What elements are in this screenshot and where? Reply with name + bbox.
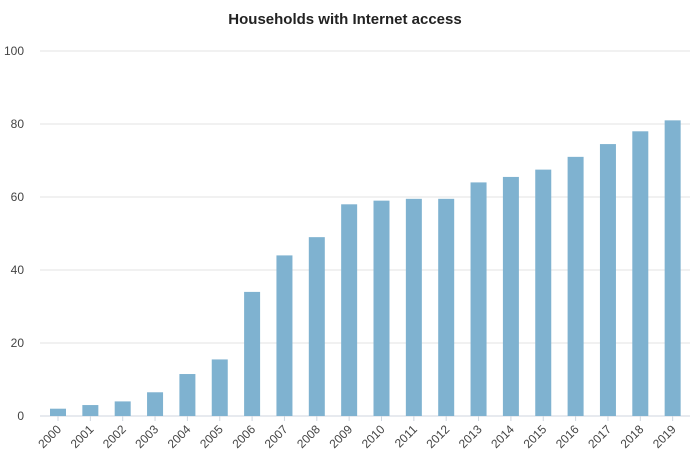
bar-2005 [211,359,228,416]
bar-2015 [535,169,552,416]
bar-2008 [308,237,325,416]
bar-2017 [599,144,616,416]
bar-2014 [502,176,519,416]
chart-title: Households with Internet access [228,11,462,28]
x-tick-label: 2017 [585,422,614,451]
bar-2018 [632,131,649,417]
x-tick-label: 2019 [650,422,679,451]
x-tick-label: 2011 [392,422,420,450]
x-tick-label: 2009 [326,422,355,451]
y-tick-label: 60 [11,190,25,204]
y-tick-label: 20 [11,336,25,350]
y-tick-label: 100 [4,44,24,58]
y-tick-label: 40 [11,263,25,277]
x-tick-label: 2015 [521,422,550,451]
x-tick-label: 2002 [100,422,129,451]
x-tick-label: 2001 [68,422,97,451]
x-tick-label: 2014 [488,422,517,451]
x-tick-label: 2005 [197,422,226,451]
x-tick-label: 2006 [229,422,258,451]
x-tick-label: 2012 [424,422,453,451]
x-tick-label: 2004 [165,422,194,451]
bar-2006 [244,291,261,416]
bar-2011 [405,198,422,416]
bar-2009 [341,204,358,416]
bar-2010 [373,200,390,416]
bar-2019 [664,120,681,416]
x-tick-label: 2016 [553,422,582,451]
x-tick-label: 2000 [35,422,64,451]
x-tick-label: 2008 [294,422,323,451]
x-tick-label: 2003 [132,422,161,451]
bar-2001 [82,405,99,416]
bar-2003 [147,392,164,416]
x-tick-label: 2010 [359,422,388,451]
y-tick-label: 0 [17,409,24,423]
y-tick-label: 80 [11,117,25,131]
bar-2004 [179,374,196,416]
bar-2016 [567,156,584,416]
bar-2002 [114,401,131,416]
bar-2012 [438,198,455,416]
bar-2007 [276,255,293,416]
x-tick-label: 2007 [262,422,291,451]
x-tick-label: 2013 [456,422,485,451]
bar-2013 [470,182,487,416]
bar-2000 [50,408,66,416]
x-tick-label: 2018 [618,422,647,451]
